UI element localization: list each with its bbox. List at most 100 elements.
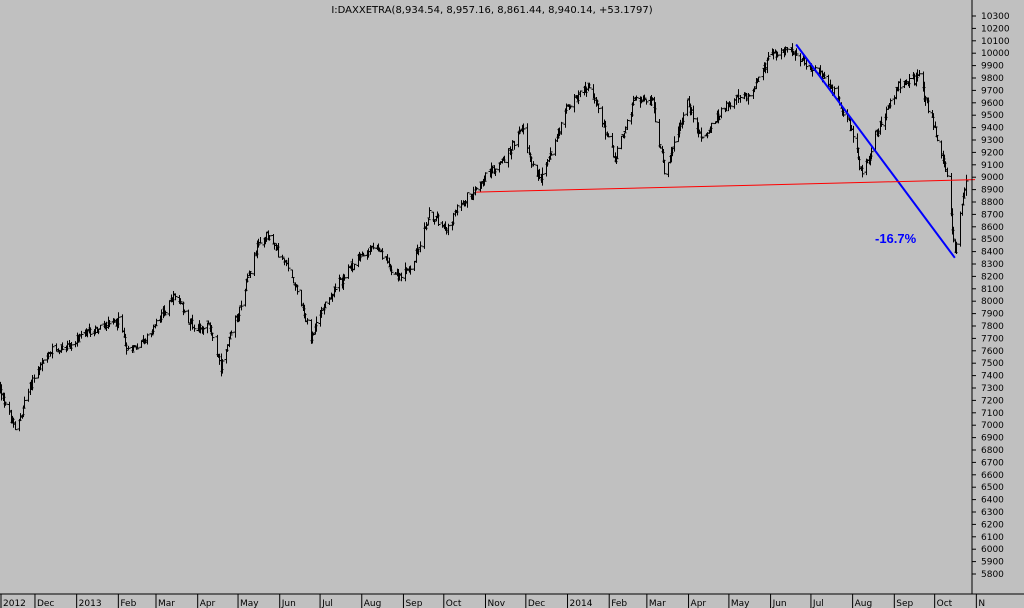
ohlc-bar xyxy=(88,327,93,337)
ohlc-bar xyxy=(130,345,135,353)
ohlc-bar xyxy=(482,175,487,186)
ohlc-bar xyxy=(509,148,514,160)
ohlc-bar xyxy=(22,396,27,409)
ohlc-bar xyxy=(766,52,771,61)
ohlc-bar xyxy=(380,248,385,260)
ohlc-bar xyxy=(145,333,150,345)
ohlc-bar xyxy=(549,152,554,156)
y-tick-label: 6800 xyxy=(981,446,1004,456)
ohlc-bar xyxy=(455,204,460,216)
ohlc-bar xyxy=(258,237,263,244)
y-tick-label: 7300 xyxy=(981,384,1004,394)
ohlc-bar xyxy=(474,187,479,191)
y-tick-label: 7700 xyxy=(981,334,1004,344)
ohlc-bar xyxy=(173,293,178,301)
y-tick-label: 6400 xyxy=(981,496,1004,506)
ohlc-bar xyxy=(657,118,662,148)
y-tick-label: 9200 xyxy=(981,148,1004,158)
ohlc-bar xyxy=(276,243,281,258)
y-tick-label: 7100 xyxy=(981,409,1004,419)
x-axis: 2012 Dec 2013 Feb Mar Apr May Jun Jul Aug Sep Oct No… xyxy=(0,593,1024,608)
chart-title: I:DAXXETRA(8,934.54, 8,957.16, 8,861.44,… xyxy=(331,5,652,16)
ohlc-bar xyxy=(3,401,8,406)
ohlc-bar xyxy=(512,140,517,150)
ohlc-bar xyxy=(662,159,667,175)
x-tick-label: Mar xyxy=(158,599,175,608)
ohlc-bar xyxy=(672,136,677,152)
ohlc-bar xyxy=(50,343,55,359)
ohlc-bar xyxy=(32,374,37,383)
y-tick-label: 8000 xyxy=(981,297,1004,307)
ohlc-bar xyxy=(596,104,601,114)
ohlc-bar xyxy=(879,116,884,127)
x-tick-label: N xyxy=(978,599,985,608)
ohlc-bar xyxy=(399,272,404,282)
ohlc-bar xyxy=(220,359,225,374)
ohlc-bar xyxy=(69,342,74,351)
y-tick-label: 7000 xyxy=(981,421,1004,431)
ohlc-bar xyxy=(954,241,959,255)
y-tick-label: 6600 xyxy=(981,471,1004,481)
y-tick-label: 6300 xyxy=(981,508,1004,518)
ohlc-bar xyxy=(907,73,912,88)
ohlc-bar xyxy=(248,271,253,278)
ohlc-bar xyxy=(79,330,84,339)
x-tick-label: 2013 xyxy=(79,599,102,608)
ohlc-bar xyxy=(634,95,639,101)
trendline-downtrend xyxy=(795,43,956,259)
x-tick-label: Jun xyxy=(772,599,787,608)
x-tick-label: Aug xyxy=(364,599,382,608)
ohlc-bar xyxy=(201,326,206,335)
y-tick-label: 7800 xyxy=(981,322,1004,332)
y-tick-label: 10000 xyxy=(981,49,1010,59)
y-tick-label: 7600 xyxy=(981,347,1004,357)
y-tick-label: 8300 xyxy=(981,260,1004,270)
x-tick-label: Mar xyxy=(649,599,666,608)
ohlc-bar xyxy=(256,238,261,248)
ohlc-bar xyxy=(794,48,799,56)
ohlc-bar xyxy=(98,324,103,330)
y-tick-label: 10100 xyxy=(981,37,1010,47)
y-tick-label: 8400 xyxy=(981,248,1004,258)
x-tick-label: Oct xyxy=(446,599,462,608)
y-tick-label: 9100 xyxy=(981,161,1004,171)
ohlc-bar xyxy=(389,265,394,276)
x-tick-label: Oct xyxy=(937,599,953,608)
ohlc-bar xyxy=(76,334,81,343)
ohlc-bar xyxy=(286,257,291,272)
ohlc-bar xyxy=(699,127,704,142)
ohlc-bar xyxy=(502,155,507,163)
y-tick-label: 6700 xyxy=(981,458,1004,468)
y-tick-label: 10300 xyxy=(981,12,1010,22)
ohlc-bar xyxy=(578,90,583,98)
ohlc-bar xyxy=(352,263,357,271)
ohlc-bar xyxy=(615,146,620,159)
ohlc-bar xyxy=(935,135,940,142)
ohlc-bar xyxy=(521,123,526,135)
ohlc-bar xyxy=(135,343,140,349)
x-tick-label: 2012 xyxy=(3,599,26,608)
y-tick-label: 9300 xyxy=(981,136,1004,146)
trendline-support xyxy=(476,179,976,193)
y-tick-label: 6500 xyxy=(981,483,1004,493)
y-tick-label: 7500 xyxy=(981,359,1004,369)
y-tick-label: 8500 xyxy=(981,235,1004,245)
x-tick-label: Feb xyxy=(611,599,627,608)
ohlc-bar xyxy=(333,283,338,293)
x-tick-label: Jul xyxy=(812,599,824,608)
ohlc-bar xyxy=(898,78,903,94)
ohlc-bar xyxy=(245,273,250,283)
x-tick-label: Dec xyxy=(37,599,54,608)
ohlc-bar xyxy=(775,51,780,58)
ohlc-bar xyxy=(531,161,536,167)
ohlc-bar xyxy=(181,301,186,316)
ohlc-bar xyxy=(192,324,197,332)
ohlc-bar xyxy=(446,223,451,236)
ohlc-bar xyxy=(614,156,619,165)
y-tick-label: 5900 xyxy=(981,558,1004,568)
ohlc-bar xyxy=(785,47,790,53)
y-tick-label: 7900 xyxy=(981,310,1004,320)
y-tick-label: 6200 xyxy=(981,520,1004,530)
ohlc-bar xyxy=(432,219,437,225)
